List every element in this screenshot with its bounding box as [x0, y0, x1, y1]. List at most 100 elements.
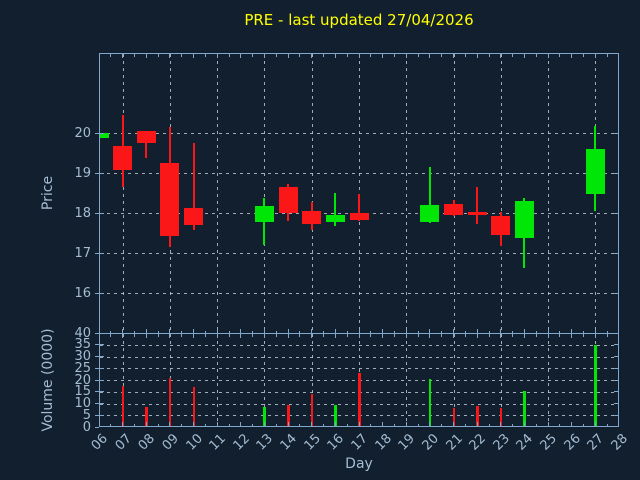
volume-bar [523, 390, 526, 426]
price-axis-label: Price [40, 175, 56, 211]
volume-tick-mark [614, 344, 618, 346]
volume-tick-mark [100, 414, 104, 416]
candle-body [349, 213, 369, 221]
candle-body [278, 187, 298, 213]
x-tick-mark [370, 54, 372, 57]
x-tick-mark [287, 54, 289, 58]
volume-tick-mark [614, 356, 618, 357]
volume-bar [145, 407, 148, 426]
x-tick-mark [547, 422, 549, 426]
x-tick-mark [252, 54, 254, 57]
day-gridline [500, 54, 502, 333]
x-tick-mark [559, 423, 561, 426]
x-tick-mark [299, 423, 301, 426]
volume-bar [358, 372, 361, 426]
day-gridline [548, 334, 550, 426]
x-tick-mark [441, 334, 443, 337]
volume-bar [168, 377, 172, 426]
candle-body [100, 133, 109, 138]
candle-wick [428, 166, 431, 223]
x-tick-mark [405, 422, 407, 426]
x-tick-mark [204, 423, 206, 426]
x-tick-mark [263, 54, 265, 58]
x-tick-mark [157, 330, 159, 333]
x-tick-mark [346, 54, 348, 57]
x-tick-mark [382, 334, 384, 338]
x-tick-mark [405, 329, 407, 333]
x-tick-mark [393, 330, 395, 333]
x-tick-mark [559, 330, 561, 333]
x-tick-mark [453, 334, 455, 338]
x-tick-mark [606, 423, 608, 426]
x-tick-mark [193, 334, 195, 338]
volume-tick-mark [614, 414, 618, 416]
x-tick-mark [181, 334, 183, 337]
x-tick-mark [169, 329, 171, 333]
volume-bar [476, 405, 479, 426]
volume-panel [99, 333, 619, 427]
x-tick-mark [429, 54, 431, 58]
x-tick-mark [429, 329, 431, 333]
volume-tick-mark [100, 344, 104, 346]
day-gridline [122, 334, 124, 426]
x-tick-mark [488, 54, 490, 57]
day-gridline [500, 334, 502, 426]
x-tick-mark [594, 422, 596, 426]
x-tick-mark [405, 334, 407, 338]
x-tick-mark [370, 423, 372, 426]
x-tick-mark [311, 54, 313, 58]
volume-tick-mark [100, 391, 104, 393]
x-tick-mark [594, 329, 596, 333]
volume-tick-mark [614, 367, 618, 369]
price-tick-mark [100, 292, 104, 294]
x-tick-mark [228, 423, 230, 426]
x-tick-mark [571, 422, 573, 426]
x-tick-mark [122, 329, 124, 333]
candle-body [514, 201, 534, 239]
x-tick-mark [535, 54, 537, 57]
x-tick-mark [323, 334, 325, 337]
x-tick-mark [323, 330, 325, 333]
volume-bar [121, 385, 125, 426]
x-tick-mark [110, 54, 112, 57]
x-tick-mark [133, 54, 135, 57]
volume-bar [310, 394, 314, 426]
day-gridline [406, 54, 408, 333]
x-tick-mark [594, 54, 596, 58]
x-tick-mark [287, 334, 289, 338]
day-gridline [453, 54, 455, 333]
x-tick-mark [240, 329, 242, 333]
x-tick-mark [110, 423, 112, 426]
x-tick-mark [334, 422, 336, 426]
candle-body [420, 205, 440, 222]
x-tick-mark [500, 422, 502, 426]
x-tick-mark [334, 334, 336, 338]
candle-wick [334, 192, 337, 226]
price-tick-mark [100, 212, 104, 214]
x-tick-mark [535, 330, 537, 333]
x-tick-mark [323, 423, 325, 426]
volume-tick-mark [100, 379, 104, 381]
x-tick-mark [358, 54, 360, 58]
x-tick-mark [417, 330, 419, 333]
x-tick-mark [145, 422, 147, 426]
day-gridline [122, 54, 124, 333]
x-tick-mark [453, 54, 455, 58]
x-tick-mark [145, 329, 147, 333]
x-tick-mark [583, 54, 585, 57]
x-tick-mark [523, 54, 525, 58]
candle-body [184, 208, 204, 225]
x-tick-mark [263, 334, 265, 338]
candle-body [444, 204, 464, 215]
x-tick-mark [228, 54, 230, 57]
price-tick-mark [100, 172, 104, 174]
price-panel [99, 53, 619, 334]
volume-tick-mark [100, 356, 104, 357]
x-tick-mark [346, 330, 348, 333]
x-tick-mark [216, 54, 218, 58]
x-tick-mark [287, 329, 289, 333]
candle-wick [192, 143, 195, 230]
candle-wick [476, 186, 479, 224]
x-tick-mark [358, 422, 360, 426]
